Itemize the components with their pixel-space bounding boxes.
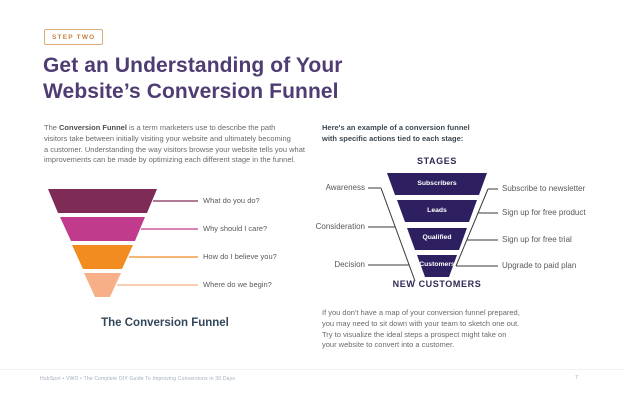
page-title-line2: Website’s Conversion Funnel <box>43 80 339 103</box>
action-label-free-product: Sign up for free product <box>502 208 586 217</box>
outro-line-3: Try to visualize the ideal steps a prosp… <box>322 329 507 339</box>
example-intro-line1: Here's an example of a conversion funnel <box>322 123 470 132</box>
stage-label-awareness: Awareness <box>325 183 365 192</box>
footer-divider <box>0 369 624 370</box>
page-number: 7 <box>574 375 578 381</box>
intro-line-4: improvements can be made by optimizing e… <box>44 155 296 165</box>
example-intro-line2: with specific actions tied to each stage… <box>322 133 464 143</box>
funnel-segment-3 <box>72 245 133 269</box>
outro-line-1: If you don't have a map of your conversi… <box>322 308 520 317</box>
example-intro: Here's an example of a conversion funnel… <box>322 123 582 144</box>
intro-paragraph: The Conversion Funnel is a term marketer… <box>44 123 324 166</box>
outro-paragraph: If you don't have a map of your conversi… <box>322 308 592 351</box>
stage-segment-subscribers <box>387 173 487 195</box>
example-funnel-diagram <box>368 173 498 282</box>
funnel-question-2: Why should I care? <box>203 224 268 233</box>
funnel-segment-4 <box>84 273 121 297</box>
stage-connector-lines <box>368 187 498 282</box>
funnel-question-3: How do I believe you? <box>203 252 277 261</box>
outro-line-2: you may need to sit down with your team … <box>322 318 520 328</box>
page-title: Get an Understanding of Your Website’s C… <box>43 53 403 105</box>
outro-line-4: your website to convert into a customer. <box>322 340 455 350</box>
segment-label-subscribers: Subscribers <box>417 180 457 187</box>
new-customers-heading: NEW CUSTOMERS <box>392 279 482 289</box>
stage-label-consideration: Consideration <box>315 222 365 231</box>
funnel-question-1: What do you do? <box>203 196 260 205</box>
left-diagonal-connector <box>380 187 416 282</box>
funnel-segment-2 <box>60 217 145 241</box>
intro-line-1: The Conversion Funnel is a term marketer… <box>44 123 276 132</box>
stage-segment-qualified <box>407 228 467 250</box>
page-title-line1: Get an Understanding of Your <box>43 54 343 77</box>
intro-bold-term: Conversion Funnel <box>59 123 127 132</box>
intro-line-3: a customer. Understanding the way visito… <box>44 144 305 154</box>
conversion-funnel-diagram <box>48 189 198 297</box>
action-label-paid-plan: Upgrade to paid plan <box>502 261 577 270</box>
stage-label-decision: Decision <box>334 260 365 269</box>
footer-title: HubSpot • VWO • The Complete DIY Guide T… <box>40 376 236 382</box>
segment-label-leads: Leads <box>427 207 447 214</box>
funnel-segment-1 <box>48 189 157 213</box>
action-label-free-trial: Sign up for free trial <box>502 235 572 244</box>
stages-heading: STAGES <box>417 156 457 166</box>
segment-label-qualified: Qualified <box>422 234 452 241</box>
stage-segment-customers <box>417 255 457 277</box>
segment-label-customers: Customers <box>419 261 455 268</box>
stage-segment-leads <box>397 200 477 222</box>
action-label-newsletter: Subscribe to newsletter <box>502 184 586 193</box>
step-badge: STEP TWO <box>44 29 104 45</box>
funnel-question-4: Where do we begin? <box>203 280 272 289</box>
right-diagonal-connector <box>455 188 489 267</box>
left-funnel-caption: The Conversion Funnel <box>101 317 229 329</box>
intro-line-2: visitors take between initially visiting… <box>44 133 291 143</box>
